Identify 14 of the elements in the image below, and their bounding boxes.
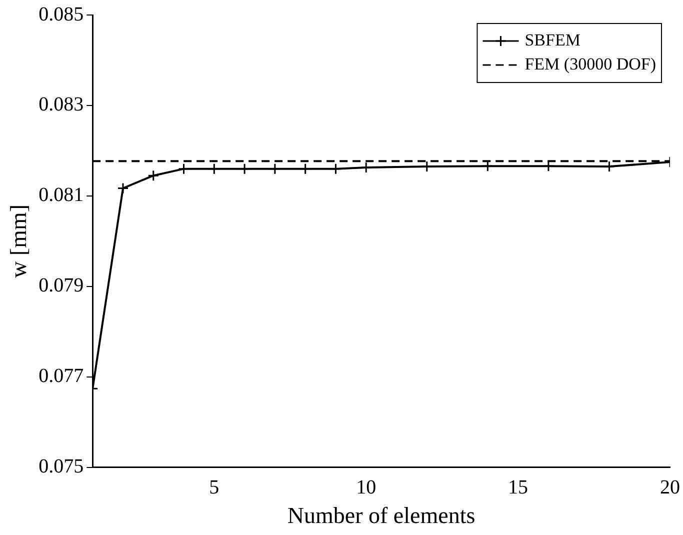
y-tick-label: 0.085 — [38, 3, 84, 26]
x-axis-title: Number of elements — [287, 503, 476, 528]
y-tick-label: 0.081 — [38, 184, 84, 206]
y-tick-label: 0.083 — [38, 94, 84, 116]
x-tick-label: 15 — [508, 476, 528, 499]
x-tick-label: 20 — [660, 476, 680, 499]
legend-label: SBFEM — [524, 30, 580, 50]
y-axis-title: w [mm] — [6, 204, 31, 278]
y-tick-label: 0.075 — [38, 456, 84, 478]
legend-label: FEM (30000 DOF) — [524, 54, 656, 74]
x-tick-label: 5 — [209, 476, 220, 499]
x-tick-label: 10 — [356, 476, 376, 499]
y-tick-label: 0.077 — [38, 365, 84, 388]
y-tick-label: 0.079 — [38, 274, 84, 297]
